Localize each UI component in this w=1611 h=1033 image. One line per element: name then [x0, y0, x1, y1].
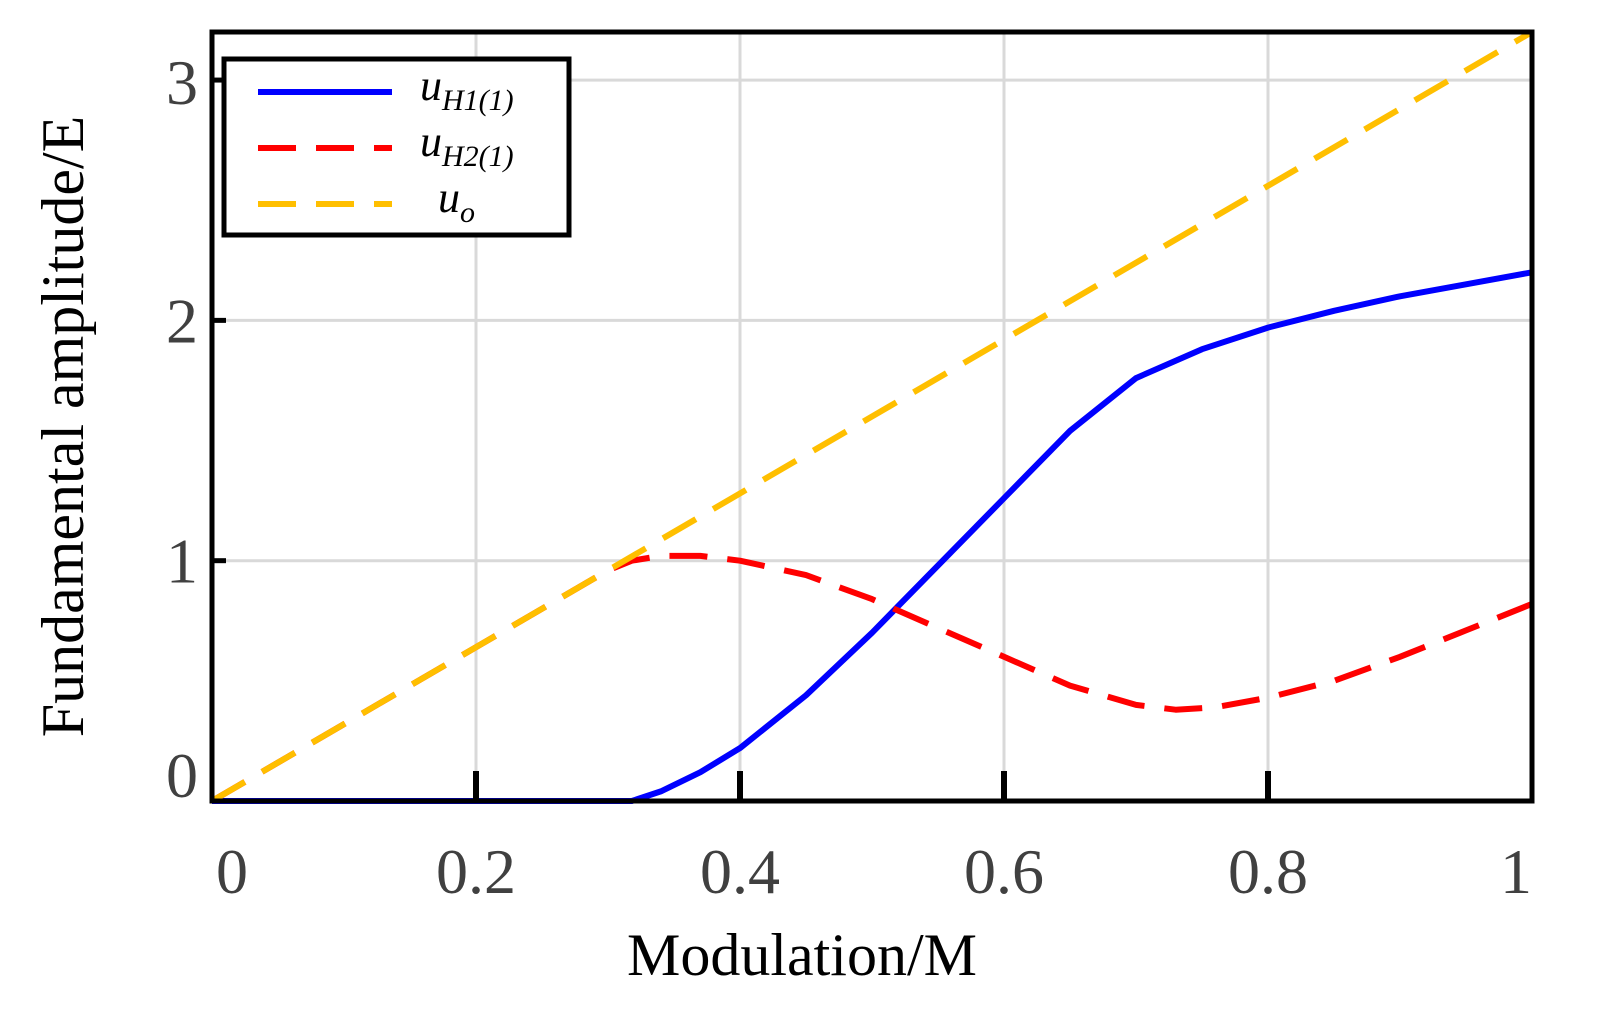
axes — [209, 29, 1535, 804]
legend: uH1(1)uH2(1)uo — [221, 56, 572, 238]
series-line-o — [210, 29, 1534, 804]
y-axis-title: Fundamental amplitude/E — [30, 116, 96, 738]
x-tick-label-0: 0 — [216, 836, 248, 907]
x-tick-label-2: 0.4 — [700, 836, 780, 907]
y-tick-label-0: 0 — [166, 740, 198, 811]
x-tick-label-4: 0.8 — [1228, 836, 1308, 907]
legend-label-2: uo — [438, 173, 475, 229]
ticks — [212, 77, 1271, 801]
x-tick-label-1: 0.2 — [436, 836, 516, 907]
x-tick-label-3: 0.6 — [964, 836, 1044, 907]
x-tick-label-5: 1 — [1500, 836, 1532, 907]
legend-label-1: uH2(1) — [420, 117, 514, 173]
axes-box — [209, 29, 1535, 804]
x-axis-title: Modulation/M — [627, 922, 977, 988]
y-tick-label-3: 3 — [166, 47, 198, 118]
legend-label-0: uH1(1) — [420, 61, 514, 117]
y-tick-label-2: 2 — [166, 285, 198, 356]
y-tick-label-1: 1 — [166, 526, 198, 597]
tick-labels: 0 0.2 0.4 0.6 0.8 1 0 1 2 3 — [166, 47, 1532, 907]
